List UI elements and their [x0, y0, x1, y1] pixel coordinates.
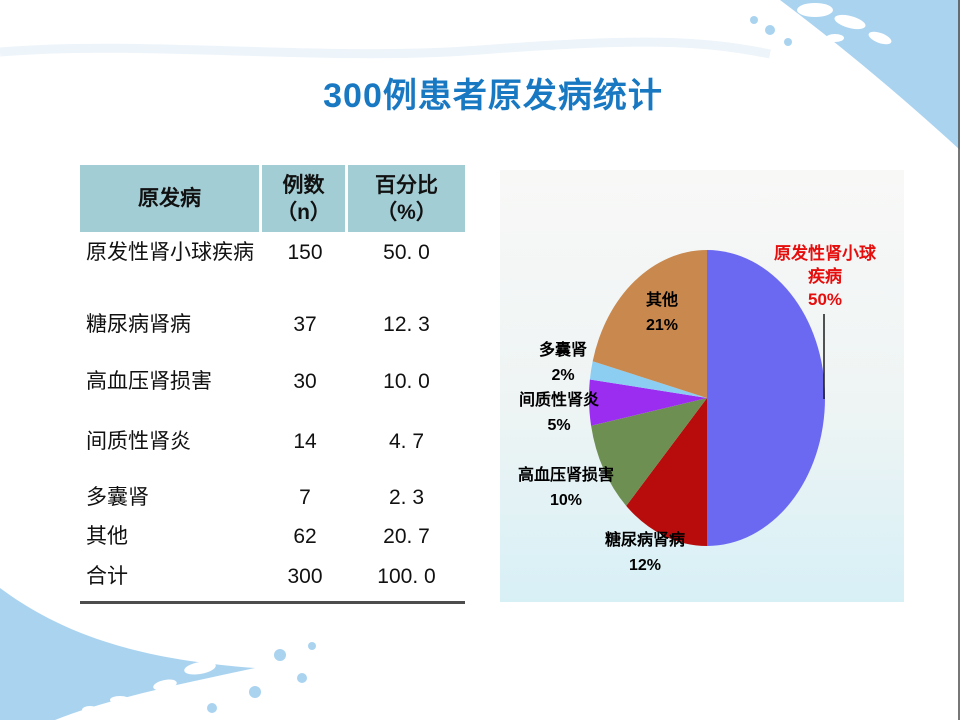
disease-name-cell: 多囊肾 — [86, 486, 149, 509]
cases-cell: 14 — [293, 430, 317, 453]
pie-label-diabetic: 糖尿病肾病 12% — [585, 528, 705, 578]
pie-label-name: 原发性肾小球疾病 — [774, 244, 876, 286]
pie-label-name: 糖尿病肾病 — [604, 532, 685, 549]
percent-cell: 100. 0 — [377, 565, 436, 588]
page-title: 300例患者原发病统计 — [323, 77, 663, 115]
cases-cell: 150 — [287, 241, 323, 264]
pie-label-percent: 5% — [547, 417, 571, 434]
pie-label-name: 高血压肾损害 — [517, 467, 614, 484]
disease-name-cell: 合计 — [86, 565, 128, 588]
table-row: 原发性肾小球疾病 150 50. 0 — [80, 232, 465, 304]
slide-edge-line — [958, 0, 960, 720]
cases-cell: 7 — [299, 486, 311, 509]
disease-table: 原发病 例数 （n） 百分比 （%） 原发性肾小球疾病 150 50. 0 糖尿… — [80, 165, 465, 596]
percent-cell: 4. 7 — [388, 430, 425, 453]
pie-slice-3 — [588, 379, 707, 426]
pie-slice-2 — [591, 398, 707, 506]
pie-slice-1 — [626, 398, 707, 546]
pie-label-primary-glomerular: 原发性肾小球疾病 50% — [769, 242, 881, 311]
percent-cell: 12. 3 — [383, 313, 430, 336]
disease-name-cell: 糖尿病肾病 — [86, 313, 191, 336]
header-disease: 原发病 — [80, 165, 259, 232]
disease-name-cell: 其他 — [86, 525, 128, 548]
header-percent: 百分比 （%） — [348, 165, 465, 232]
pie-label-name: 间质性肾炎 — [518, 392, 599, 409]
disease-name-cell: 原发性肾小球疾病 — [86, 241, 254, 264]
cases-cell: 62 — [293, 525, 317, 548]
table-row: 其他 62 20. 7 — [80, 517, 465, 557]
pie-label-hypertensive: 高血压肾损害 10% — [506, 463, 626, 513]
pie-slice-4 — [589, 361, 707, 398]
pie-label-percent: 21% — [645, 317, 679, 334]
pie-label-interstitial: 间质性肾炎 5% — [500, 388, 618, 438]
cases-cell: 300 — [287, 565, 323, 588]
pie-label-percent: 12% — [628, 557, 662, 574]
percent-cell: 10. 0 — [383, 370, 430, 393]
disease-name-cell: 高血压肾损害 — [86, 370, 212, 393]
percent-cell: 50. 0 — [383, 241, 430, 264]
pie-label-name: 多囊肾 — [538, 342, 587, 359]
table-row: 合计 300 100. 0 — [80, 557, 465, 596]
table-row: 间质性肾炎 14 4. 7 — [80, 417, 465, 475]
pie-label-name: 其他 — [645, 292, 678, 309]
percent-cell: 2. 3 — [388, 486, 425, 509]
cases-cell: 30 — [293, 370, 317, 393]
pie-label-percent: 50% — [807, 290, 843, 309]
cases-cell: 37 — [293, 313, 317, 336]
table-bottom-border — [80, 601, 465, 604]
disease-name-cell: 间质性肾炎 — [86, 430, 191, 453]
pie-chart-panel: 原发性肾小球疾病 50% 其他 21% 多囊肾 2% 间质性肾炎 5% 高血压肾… — [500, 170, 904, 602]
percent-cell: 20. 7 — [383, 525, 430, 548]
pie-label-polycystic: 多囊肾 2% — [513, 338, 613, 388]
pie-label-other: 其他 21% — [612, 288, 712, 338]
table-row: 高血压肾损害 30 10. 0 — [80, 359, 465, 417]
pie-chart — [588, 250, 825, 546]
pie-label-percent: 2% — [551, 367, 575, 384]
pie-slice-0 — [707, 250, 825, 546]
table-row: 糖尿病肾病 37 12. 3 — [80, 304, 465, 359]
pie-slice-5 — [592, 250, 707, 398]
table-row: 多囊肾 7 2. 3 — [80, 475, 465, 517]
table-header-row: 原发病 例数 （n） 百分比 （%） — [80, 165, 465, 232]
pie-label-percent: 10% — [549, 492, 583, 509]
header-cases: 例数 （n） — [262, 165, 345, 232]
